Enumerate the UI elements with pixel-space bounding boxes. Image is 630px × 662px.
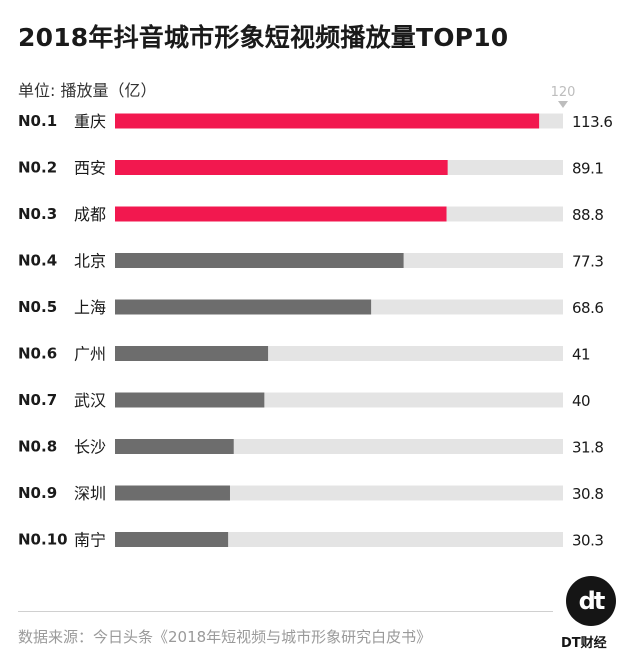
rank-label: N0.4 bbox=[18, 252, 57, 270]
axis-max-marker bbox=[558, 101, 568, 108]
city-label: 上海 bbox=[74, 298, 106, 317]
city-label: 西安 bbox=[74, 159, 106, 178]
rank-label: N0.10 bbox=[18, 531, 68, 549]
value-label: 30.3 bbox=[572, 532, 603, 550]
bar bbox=[115, 532, 229, 547]
rank-label: N0.8 bbox=[18, 438, 57, 456]
bar bbox=[115, 346, 269, 361]
value-label: 88.8 bbox=[572, 206, 603, 224]
city-label: 南宁 bbox=[74, 531, 106, 550]
dt-logo-text: DT财经 bbox=[561, 636, 607, 651]
city-label: 广州 bbox=[74, 345, 106, 364]
chart-title: 2018年抖音城市形象短视频播放量TOP10 bbox=[18, 23, 509, 52]
city-label: 重庆 bbox=[74, 112, 106, 131]
source-note: 数据来源：今日头条《2018年短视频与城市形象研究白皮书》 bbox=[18, 628, 432, 646]
rank-label: N0.9 bbox=[18, 484, 57, 502]
bar bbox=[115, 253, 404, 268]
rank-label: N0.6 bbox=[18, 345, 57, 363]
rank-label: N0.2 bbox=[18, 159, 57, 177]
value-label: 40 bbox=[572, 392, 590, 410]
rank-label: N0.5 bbox=[18, 298, 57, 316]
unit-label: 单位: 播放量（亿） bbox=[18, 81, 157, 100]
dt-logo: dt bbox=[566, 576, 616, 626]
bar bbox=[115, 160, 448, 175]
city-label: 北京 bbox=[74, 252, 106, 271]
city-label: 武汉 bbox=[74, 391, 106, 410]
city-label: 长沙 bbox=[74, 438, 106, 457]
bar bbox=[115, 299, 372, 315]
value-label: 77.3 bbox=[572, 253, 603, 271]
bar bbox=[115, 485, 230, 501]
rank-label: N0.1 bbox=[18, 112, 57, 130]
value-label: 30.8 bbox=[572, 485, 603, 503]
bar bbox=[115, 113, 540, 129]
axis-max-label: 120 bbox=[551, 85, 576, 100]
value-label: 68.6 bbox=[572, 299, 603, 317]
footer-divider bbox=[18, 611, 553, 612]
value-label: 113.6 bbox=[572, 113, 612, 131]
rank-label: N0.3 bbox=[18, 205, 57, 223]
bar-chart: 120 N0.1 重庆 113.6 N0.2 西安 89.1 N0.3 成都 88.8 N0.4 北京… bbox=[18, 85, 613, 550]
value-label: 89.1 bbox=[572, 160, 603, 178]
bar bbox=[115, 206, 447, 222]
city-label: 深圳 bbox=[74, 484, 106, 503]
bar bbox=[115, 392, 265, 408]
rank-label: N0.7 bbox=[18, 391, 57, 409]
value-label: 31.8 bbox=[572, 439, 603, 457]
value-label: 41 bbox=[572, 346, 590, 364]
bar bbox=[115, 439, 234, 454]
city-label: 成都 bbox=[74, 205, 106, 224]
